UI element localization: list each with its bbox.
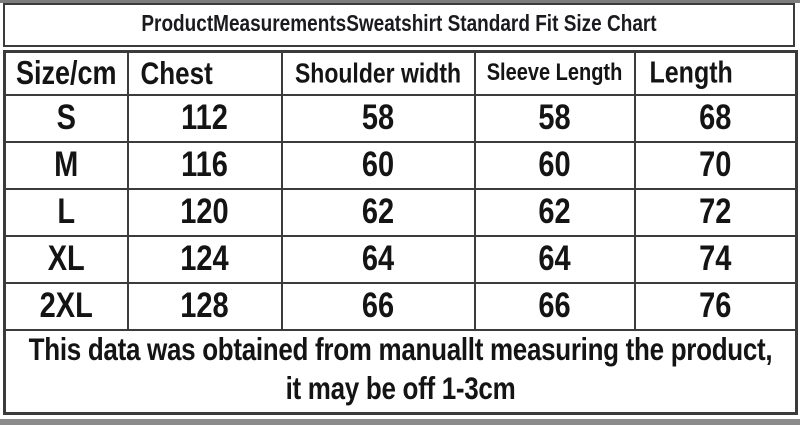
- length-cell: 74: [633, 234, 798, 284]
- table-row-s: S 112 58 58 68: [3, 93, 798, 143]
- shoulder-width-cell: 62: [280, 187, 476, 237]
- column-header-size-cm: Size/cm: [3, 50, 129, 96]
- size-label: M: [54, 144, 79, 184]
- footnote-text-1: This data was obtained from manuallt mea…: [28, 330, 773, 367]
- length-cell: 76: [633, 281, 798, 331]
- column-header-chest-label: Chest: [140, 54, 213, 91]
- chest-cell: 124: [126, 234, 283, 284]
- size-label: L: [57, 191, 76, 231]
- sleeve-length-cell: 60: [473, 140, 636, 190]
- footnote-text-2: it may be off 1-3cm: [285, 369, 516, 406]
- chest-cell: 112: [126, 93, 283, 143]
- shoulder-width-value: 62: [361, 191, 395, 231]
- sleeve-length-value: 62: [538, 191, 571, 231]
- shoulder-width-cell: 64: [280, 234, 476, 284]
- chest-value: 124: [180, 238, 229, 278]
- sleeve-length-value: 66: [538, 285, 571, 325]
- footnote-cell: This data was obtained from manuallt mea…: [3, 328, 798, 414]
- length-value: 74: [699, 238, 732, 278]
- length-cell: 72: [633, 187, 798, 237]
- column-header-length: Length: [633, 50, 798, 96]
- column-header-chest: Chest: [126, 50, 283, 96]
- table-row-m: M 116 60 60 70: [3, 140, 798, 190]
- length-value: 72: [699, 191, 732, 231]
- sleeve-length-cell: 64: [473, 234, 636, 284]
- column-header-shoulder-width-label: Shoulder width: [294, 56, 462, 89]
- size-cell: 2XL: [3, 281, 129, 331]
- page-title: ProductMeasurementsSweatshirt Standard F…: [141, 11, 657, 38]
- sleeve-length-cell: 66: [473, 281, 636, 331]
- shoulder-width-value: 64: [361, 238, 395, 278]
- size-label: XL: [47, 238, 85, 278]
- sleeve-length-value: 64: [538, 238, 571, 278]
- shoulder-width-cell: 58: [280, 93, 476, 143]
- column-header-size-cm-label: Size/cm: [15, 54, 117, 91]
- table-row-l: L 120 62 62 72: [3, 187, 798, 237]
- sleeve-length-value: 58: [538, 97, 571, 137]
- chest-value: 112: [181, 97, 228, 137]
- shoulder-width-value: 66: [361, 285, 395, 325]
- chest-cell: 116: [126, 140, 283, 190]
- top-edge-strip: [0, 0, 800, 3]
- sleeve-length-value: 60: [538, 144, 571, 184]
- footnote-line-1: This data was obtained from manuallt mea…: [7, 330, 795, 371]
- size-cell: S: [3, 93, 129, 143]
- chest-value: 120: [180, 191, 229, 231]
- column-header-sleeve-length-label: Sleeve Length: [486, 59, 623, 87]
- footnote-line-2: it may be off 1-3cm: [7, 369, 795, 410]
- length-value: 70: [699, 144, 732, 184]
- length-value: 68: [699, 97, 732, 137]
- size-cell: XL: [3, 234, 129, 284]
- table-row-2xl: 2XL 128 66 66 76: [3, 281, 798, 331]
- shoulder-width-cell: 66: [280, 281, 476, 331]
- sleeve-length-cell: 62: [473, 187, 636, 237]
- chest-value: 116: [181, 144, 228, 184]
- header-row: Size/cm Chest Shoulder width Sleeve Leng…: [3, 50, 798, 96]
- length-cell: 70: [633, 140, 798, 190]
- bottom-edge-strip: [0, 419, 800, 425]
- sleeve-length-cell: 58: [473, 93, 636, 143]
- shoulder-width-cell: 60: [280, 140, 476, 190]
- shoulder-width-value: 58: [361, 97, 395, 137]
- table-row-xl: XL 124 64 64 74: [3, 234, 798, 284]
- size-label: S: [56, 97, 76, 137]
- length-value: 76: [699, 285, 732, 325]
- chest-cell: 128: [126, 281, 283, 331]
- size-table: Size/cm Chest Shoulder width Sleeve Leng…: [3, 50, 798, 415]
- shoulder-width-value: 60: [361, 144, 395, 184]
- size-label: 2XL: [39, 285, 93, 325]
- column-header-length-label: Length: [649, 55, 733, 90]
- size-cell: L: [3, 187, 129, 237]
- chest-cell: 120: [126, 187, 283, 237]
- length-cell: 68: [633, 93, 798, 143]
- chart-title-box: ProductMeasurementsSweatshirt Standard F…: [3, 3, 795, 47]
- size-cell: M: [3, 140, 129, 190]
- column-header-sleeve-length: Sleeve Length: [473, 50, 636, 96]
- column-header-shoulder-width: Shoulder width: [280, 50, 476, 96]
- footnote-row: This data was obtained from manuallt mea…: [3, 328, 798, 414]
- chest-value: 128: [180, 285, 229, 325]
